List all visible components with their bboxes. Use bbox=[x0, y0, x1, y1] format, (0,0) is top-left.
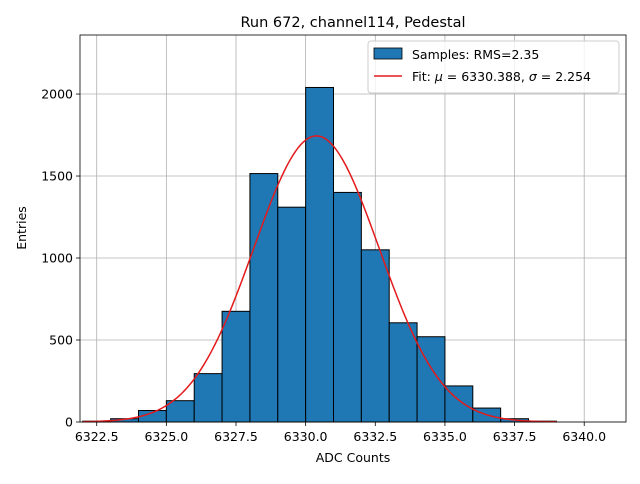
x-tick-label: 6340.0 bbox=[562, 429, 606, 444]
histogram-bar bbox=[388, 322, 418, 423]
histogram-bar bbox=[277, 206, 307, 423]
histogram-bar bbox=[360, 249, 390, 423]
x-tick-label: 6325.0 bbox=[144, 429, 188, 444]
x-tick-label: 6327.5 bbox=[214, 429, 258, 444]
histogram-bar bbox=[249, 173, 279, 423]
histogram-bar bbox=[305, 86, 334, 423]
legend-separator: , bbox=[521, 69, 529, 84]
fit-curve bbox=[82, 135, 557, 423]
legend-histogram-label: Samples: RMS=2.35 bbox=[412, 47, 539, 62]
x-tick-label: 6322.5 bbox=[75, 429, 119, 444]
x-tick-label: 6330.0 bbox=[284, 429, 328, 444]
x-tick-label: 6335.0 bbox=[423, 429, 467, 444]
histogram-bar bbox=[193, 373, 223, 423]
legend-mu-symbol: μ bbox=[434, 69, 443, 84]
chart-title: Run 672, channel114, Pedestal bbox=[240, 15, 465, 31]
legend: Samples: RMS=2.35 Fit: μ = 6330.388, σ =… bbox=[367, 40, 620, 94]
legend-sigma-equals: = bbox=[537, 69, 555, 84]
legend-histogram-swatch bbox=[373, 47, 403, 60]
histogram-bar bbox=[165, 400, 195, 423]
y-tick-label: 500 bbox=[49, 333, 73, 348]
x-axis-label: ADC Counts bbox=[316, 450, 391, 465]
histogram-bar bbox=[221, 310, 251, 423]
x-tick-label: 6332.5 bbox=[353, 429, 397, 444]
legend-frame bbox=[367, 40, 620, 94]
legend-mu-equals: = bbox=[443, 69, 461, 84]
y-tick-label: 2000 bbox=[41, 87, 73, 102]
y-axis-ticks: 0 500 1000 1500 2000 bbox=[41, 87, 80, 430]
y-tick-label: 0 bbox=[65, 415, 73, 430]
x-tick-label: 6337.5 bbox=[493, 429, 537, 444]
legend-fit-prefix: Fit: bbox=[412, 69, 435, 84]
y-tick-label: 1500 bbox=[41, 169, 73, 184]
histogram-bar bbox=[333, 191, 362, 423]
y-tick-label: 1000 bbox=[41, 251, 73, 266]
legend-mu-value: 6330.388 bbox=[461, 69, 521, 84]
legend-sigma-symbol: σ bbox=[529, 69, 538, 84]
legend-sigma-value: 2.254 bbox=[555, 69, 591, 84]
legend-fit-label: Fit: μ = 6330.388, σ = 2.254 bbox=[412, 69, 591, 84]
x-axis-ticks: 6322.5 6325.0 6327.5 6330.0 6332.5 6335.0 6337… bbox=[75, 422, 606, 444]
y-axis-label: Entries bbox=[14, 206, 29, 250]
plot-frame bbox=[79, 34, 627, 423]
